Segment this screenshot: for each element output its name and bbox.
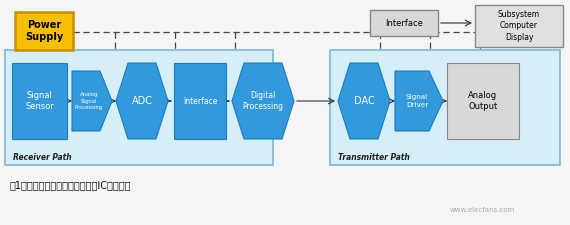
Bar [370, 10, 438, 36]
Bar [330, 50, 560, 165]
Bar [174, 63, 226, 139]
Text: Analog
Signal
Processing: Analog Signal Processing [75, 92, 103, 110]
Polygon shape [232, 63, 294, 139]
Bar [447, 63, 519, 139]
Text: Signal
Sensor: Signal Sensor [25, 91, 54, 111]
Text: Analog
Output: Analog Output [469, 91, 498, 111]
Polygon shape [395, 71, 443, 131]
Polygon shape [116, 63, 168, 139]
Bar [15, 12, 73, 50]
Bar [5, 50, 273, 165]
Text: Subsystem
Computer
Display: Subsystem Computer Display [498, 10, 540, 42]
Text: Interface: Interface [183, 97, 217, 106]
Text: www.elecfans.com: www.elecfans.com [450, 207, 515, 213]
Text: Digital
Processing: Digital Processing [242, 91, 283, 111]
Text: 图1，电源设计会影响到信号路径IC的性能。: 图1，电源设计会影响到信号路径IC的性能。 [10, 180, 132, 190]
Bar [12, 63, 67, 139]
Text: DAC: DAC [353, 96, 374, 106]
Polygon shape [338, 63, 390, 139]
Text: Signal
Driver: Signal Driver [406, 94, 428, 108]
Text: ADC: ADC [132, 96, 153, 106]
Text: Power
Supply: Power Supply [25, 20, 63, 42]
Bar [475, 5, 563, 47]
Text: Transmitter Path: Transmitter Path [338, 153, 410, 162]
Polygon shape [72, 71, 112, 131]
Text: Receiver Path: Receiver Path [13, 153, 72, 162]
Text: Interface: Interface [385, 18, 423, 27]
